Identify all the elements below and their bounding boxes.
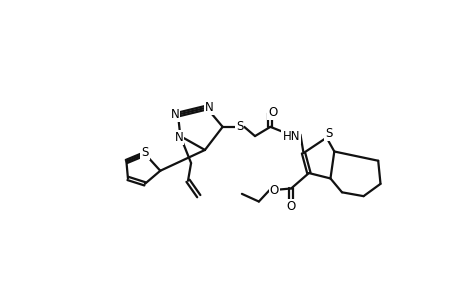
Text: O: O: [268, 106, 277, 119]
Text: S: S: [141, 146, 148, 159]
Text: N: N: [174, 131, 183, 144]
Text: S: S: [235, 120, 243, 134]
Text: HN: HN: [282, 130, 299, 142]
Text: O: O: [269, 184, 278, 196]
Text: N: N: [170, 108, 179, 121]
Text: O: O: [286, 200, 295, 213]
Text: S: S: [325, 127, 332, 140]
Text: N: N: [205, 101, 213, 114]
